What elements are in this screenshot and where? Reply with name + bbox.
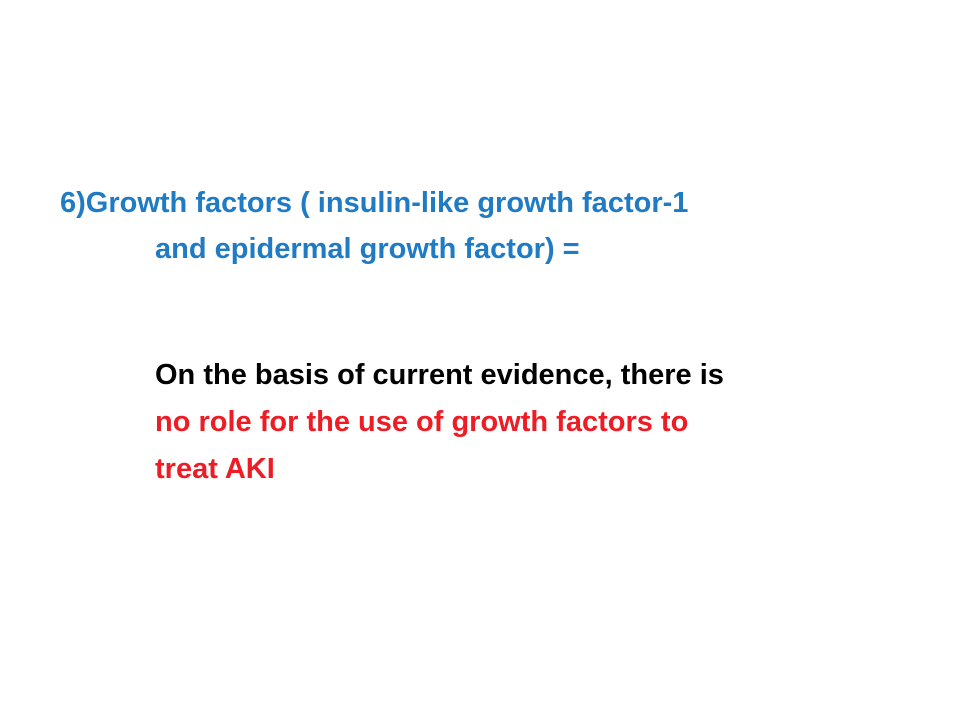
slide-body: On the basis of current evidence, there … bbox=[155, 352, 915, 493]
heading-line-2: and epidermal growth factor) = bbox=[155, 233, 580, 265]
slide-heading: 6)Growth factors ( insulin-like growth f… bbox=[60, 180, 940, 272]
body-line-2: no role for the use of growth factors to bbox=[155, 406, 689, 438]
body-line-3: treat AKI bbox=[155, 453, 275, 485]
body-line-1: On the basis of current evidence, there … bbox=[155, 359, 724, 391]
heading-line-1: 6)Growth factors ( insulin-like growth f… bbox=[60, 187, 689, 219]
